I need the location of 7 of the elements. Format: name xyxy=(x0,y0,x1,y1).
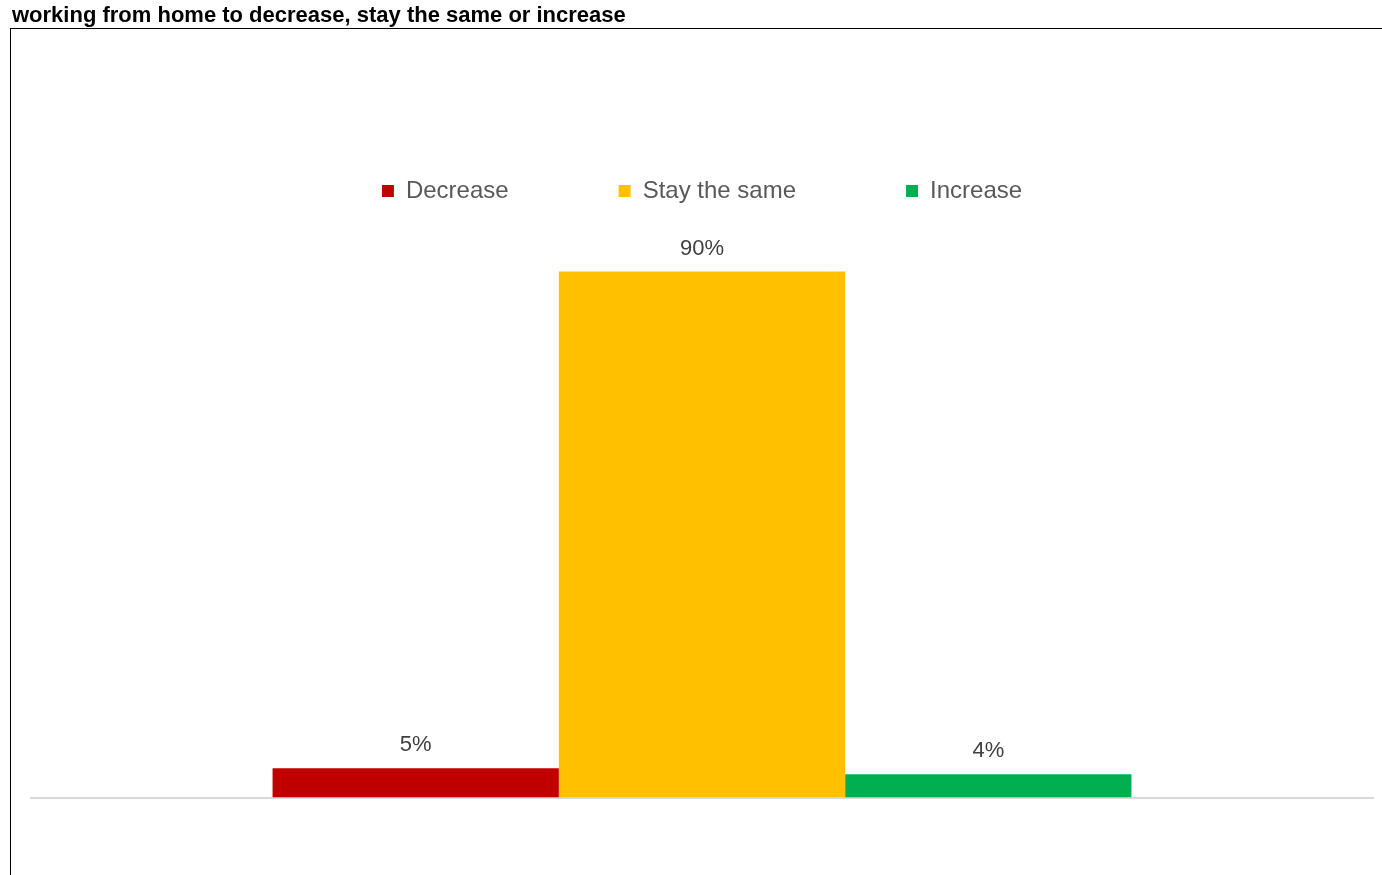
chart-title: working from home to decrease, stay the same or increase xyxy=(11,1,627,29)
data-label: 5% xyxy=(399,731,432,757)
data-label: 90% xyxy=(679,234,725,260)
legend-label: Increase xyxy=(930,175,1023,203)
legend-label: Stay the same xyxy=(642,175,797,203)
legend-label: Decrease xyxy=(405,175,509,203)
data-label: 4% xyxy=(972,737,1005,763)
